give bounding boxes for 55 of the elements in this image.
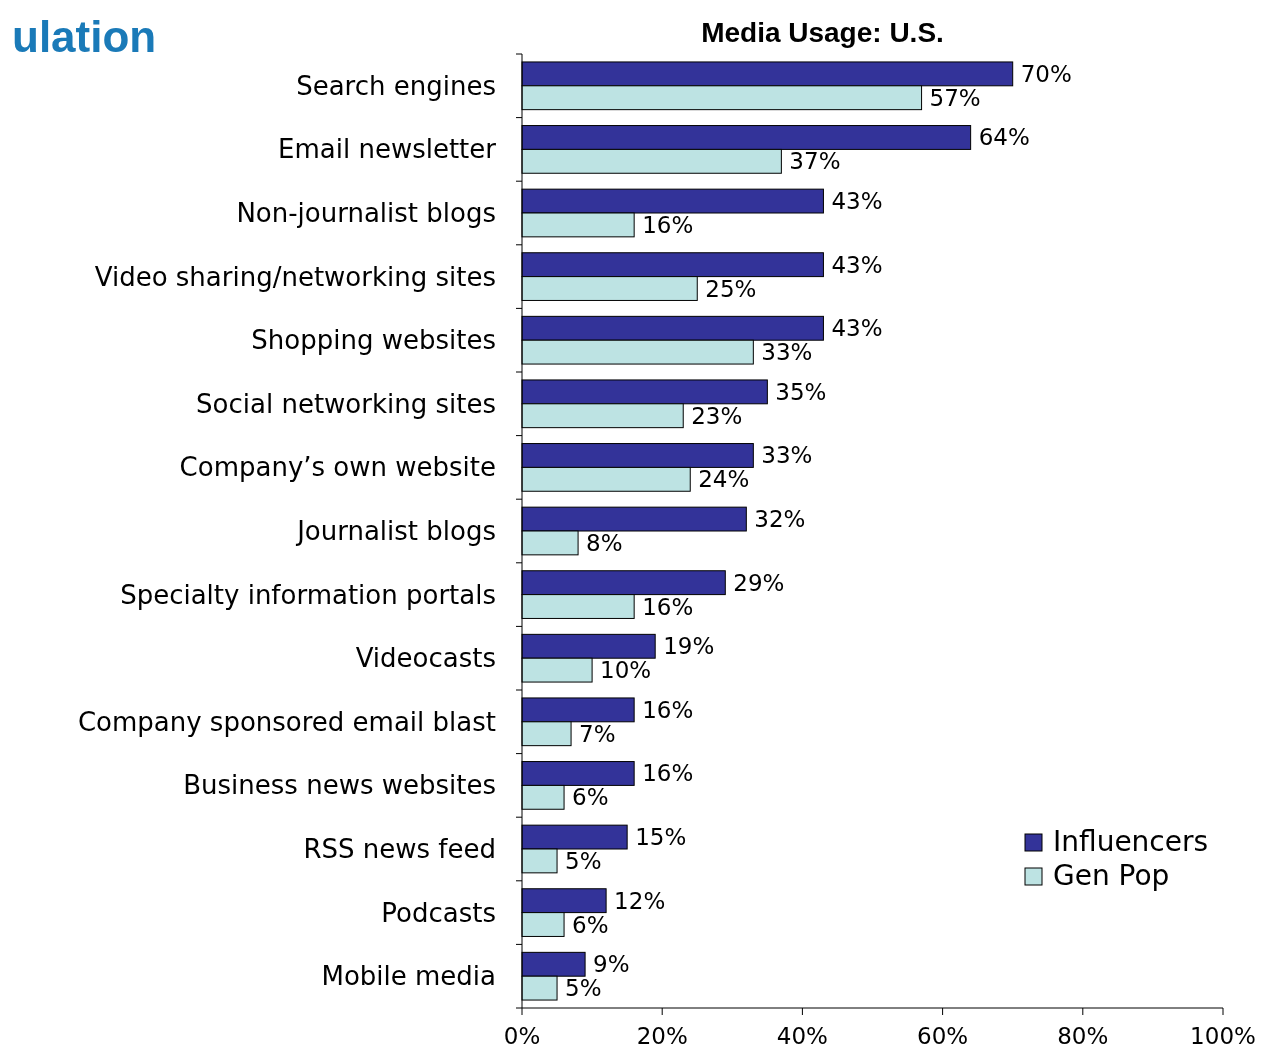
y-tick-label: Journalist blogs: [295, 516, 496, 546]
data-label: 6%: [572, 911, 609, 938]
data-label: 33%: [761, 339, 813, 366]
data-label: 32%: [754, 506, 806, 533]
y-tick-label: Shopping websites: [251, 325, 496, 356]
data-label: 29%: [733, 569, 785, 596]
data-label: 19%: [663, 633, 715, 660]
data-label: 15%: [635, 824, 687, 851]
y-tick-label: Company’s own website: [179, 452, 496, 483]
data-label: 23%: [691, 402, 743, 429]
data-label: 6%: [572, 784, 609, 811]
data-label: 35%: [775, 378, 827, 405]
data-label: 8%: [586, 529, 623, 556]
data-label: 43%: [831, 188, 883, 215]
legend-label: Influencers: [1053, 825, 1209, 858]
x-tick-label: 40%: [776, 1023, 828, 1048]
data-label: 5%: [565, 975, 602, 1002]
y-tick-label: Videocasts: [355, 643, 496, 674]
data-label: 25%: [705, 275, 757, 302]
data-label: 43%: [831, 315, 883, 342]
data-label: 24%: [698, 466, 750, 493]
y-tick-label: RSS news feed: [303, 834, 496, 864]
text: ulation: [12, 12, 157, 61]
y-tick-label: Search engines: [296, 70, 496, 101]
y-tick-label: Specialty information portals: [120, 579, 496, 610]
data-label: 7%: [579, 720, 616, 747]
data-label: 12%: [614, 887, 666, 914]
x-tick-label: 80%: [1057, 1023, 1109, 1048]
y-tick-label: Podcasts: [381, 897, 496, 928]
y-tick-label: Video sharing/networking sites: [94, 261, 496, 292]
x-tick-label: 60%: [917, 1023, 969, 1048]
data-label: 16%: [642, 211, 694, 238]
data-label: 70%: [1020, 60, 1072, 87]
data-label: 43%: [831, 251, 883, 278]
data-label: 16%: [642, 696, 694, 723]
data-label: 64%: [978, 124, 1030, 151]
y-tick-label: Email newsletter: [278, 134, 497, 165]
legend-label: Gen Pop: [1053, 859, 1170, 892]
x-tick-label: 0%: [503, 1023, 541, 1048]
data-label: 5%: [565, 847, 602, 874]
y-tick-label: Business news websites: [183, 770, 496, 801]
chart-title: Media Usage: U.S.: [701, 17, 944, 48]
x-tick-label: 100%: [1190, 1023, 1256, 1048]
data-label: 16%: [642, 760, 694, 787]
y-tick-label: Social networking sites: [196, 388, 496, 419]
data-label: 57%: [929, 84, 981, 111]
y-tick-label: Company sponsored email blast: [77, 706, 496, 737]
data-label: 10%: [600, 657, 652, 684]
data-label: 37%: [789, 148, 841, 175]
y-tick-label: Mobile media: [321, 961, 496, 992]
x-tick-label: 20%: [636, 1023, 688, 1048]
y-tick-label: Non-journalist blogs: [236, 198, 496, 228]
data-label: 16%: [642, 593, 694, 620]
data-label: 33%: [761, 442, 813, 469]
data-label: 9%: [593, 951, 630, 978]
